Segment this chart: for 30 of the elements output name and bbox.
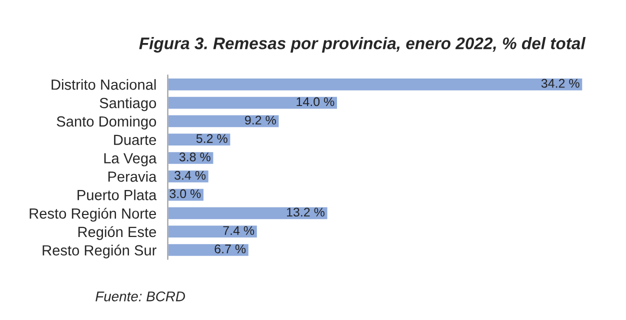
bar [168,224,258,239]
bar [168,150,215,166]
data-label: 5.2 % [196,134,228,143]
data-label: 6.7 % [214,244,246,254]
y-tick-label: Santo Domingo [56,116,156,130]
data-label: 7.4 % [223,226,254,235]
data-label: 9.2 % [245,116,276,125]
y-tick-label: Resto Región Sur [42,244,156,258]
y-tick-label: Peravia [108,171,157,182]
y-tick-label: Región Este [78,226,156,240]
bar [168,95,338,110]
y-tick-label: Duarte [114,134,156,146]
bar [168,132,232,147]
chart-title: Figura 3. Remesas por provincia, enero 2022, % del total [139,37,586,53]
bar [168,77,584,92]
source-note: Fuente: BCRD [96,291,186,302]
y-tick-label: Santiago [100,98,156,112]
bar [168,206,329,221]
data-label: 3.4 % [174,170,206,180]
bar [168,114,280,129]
data-label: 14.0 % [296,97,334,106]
bar [168,242,250,258]
data-label: 13.2 % [286,208,324,217]
data-label: 34.2 % [541,78,580,88]
data-label: 3.0 % [170,189,201,198]
y-tick-label: Puerto Plata [78,190,157,200]
data-label: 3.8 % [179,152,210,162]
y-tick-label: Resto Región Norte [30,208,156,222]
y-tick-label: La Vega [104,153,157,166]
y-tick-label: Distrito Nacional [52,79,156,90]
